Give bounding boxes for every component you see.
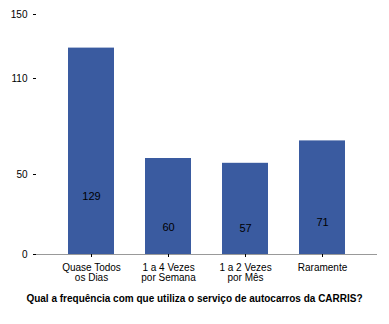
svg-text:60: 60 [162,221,174,233]
svg-text:Quase Todosos Dias: Quase Todosos Dias [62,262,121,283]
svg-text:150: 150 [11,9,28,20]
svg-text:110: 110 [12,73,28,84]
svg-text:Raramente: Raramente [298,262,348,273]
html-text:Qual a frequência com que util: Qual a frequência com que utiliza o serv… [26,293,363,304]
svg-text:57: 57 [239,222,251,234]
svg-text:50: 50 [16,169,28,180]
svg-text:1 a 4 Vezespor Semana: 1 a 4 Vezespor Semana [141,262,196,283]
svg-text:129: 129 [82,190,100,202]
svg-text:1 a 2 Vezespor Mês: 1 a 2 Vezespor Mês [219,262,271,283]
svg-text:0: 0 [22,249,28,260]
svg-text:71: 71 [316,216,328,228]
